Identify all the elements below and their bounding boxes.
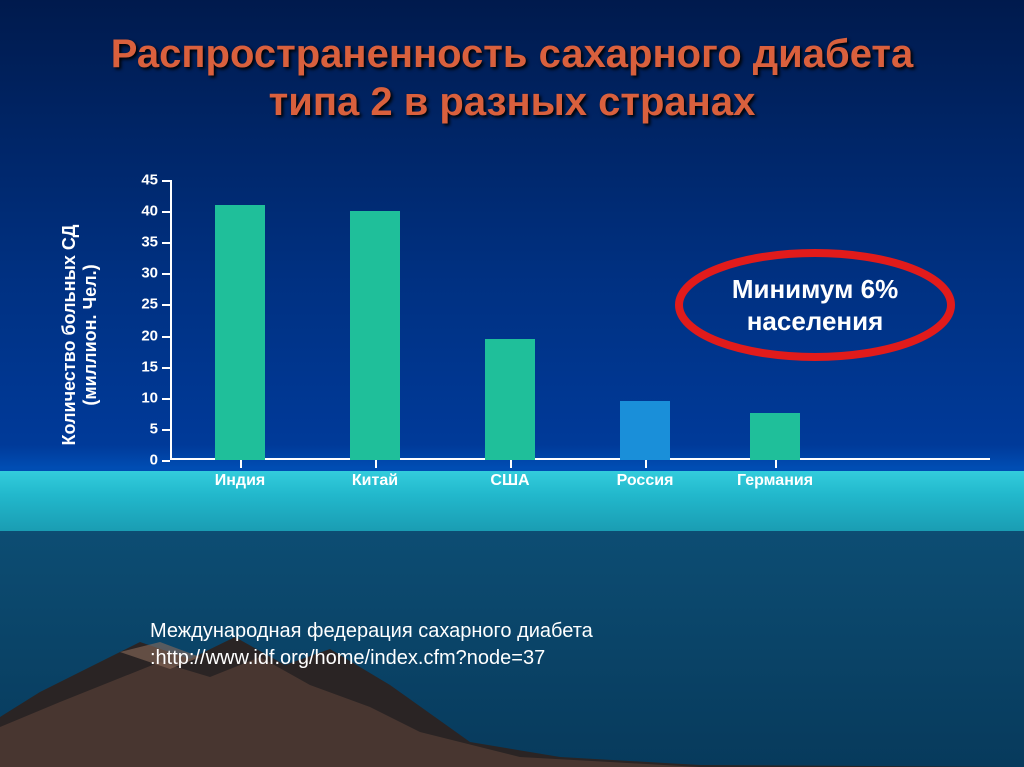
y-tick-label: 25 — [141, 296, 158, 313]
y-tick — [162, 180, 170, 182]
category-label: Германия — [737, 472, 813, 490]
bar — [750, 413, 800, 460]
category-label: Россия — [617, 472, 674, 490]
y-tick-label: 35 — [141, 234, 158, 251]
bar — [620, 401, 670, 460]
y-tick — [162, 211, 170, 213]
y-axis-label-line2: (миллион. Чел.) — [80, 175, 101, 495]
y-axis-label: Количество больных СД (миллион. Чел.) — [59, 175, 101, 495]
slide-root: Распространенность сахарного диабета тип… — [0, 0, 1024, 767]
callout-line1: Минимум 6% — [732, 274, 898, 304]
x-tick — [240, 460, 242, 468]
bar — [215, 205, 265, 460]
x-tick — [645, 460, 647, 468]
callout-text: Минимум 6% населения — [732, 273, 898, 338]
slide-title: Распространенность сахарного диабета тип… — [60, 30, 964, 126]
y-tick-label: 30 — [141, 265, 158, 282]
y-tick — [162, 367, 170, 369]
y-tick — [162, 336, 170, 338]
x-tick — [775, 460, 777, 468]
y-tick-label: 45 — [141, 172, 158, 189]
y-tick — [162, 242, 170, 244]
x-axis-line — [170, 458, 990, 460]
callout-oval: Минимум 6% населения — [670, 245, 960, 365]
x-tick — [510, 460, 512, 468]
y-tick-label: 5 — [150, 420, 158, 437]
source-line1: Международная федерация сахарного диабет… — [150, 620, 593, 642]
source-line2: :http://www.idf.org/home/index.cfm?node=… — [150, 647, 545, 669]
y-tick-label: 10 — [141, 389, 158, 406]
y-tick — [162, 273, 170, 275]
bar-chart: Количество больных СД (миллион. Чел.) 05… — [90, 170, 710, 500]
bar — [350, 211, 400, 460]
y-tick-label: 40 — [141, 203, 158, 220]
bar — [485, 339, 535, 460]
y-tick-label: 20 — [141, 327, 158, 344]
y-axis-line — [170, 180, 172, 460]
category-label: Китай — [352, 472, 398, 490]
y-tick — [162, 398, 170, 400]
callout-line2: населения — [747, 306, 884, 336]
y-tick — [162, 429, 170, 431]
y-axis-label-line1: Количество больных СД — [59, 225, 79, 446]
category-label: Индия — [215, 472, 266, 490]
x-tick — [375, 460, 377, 468]
source-citation: Международная федерация сахарного диабет… — [150, 618, 770, 672]
plot-area: 051015202530354045ИндияКитайСШАРоссияГер… — [170, 180, 710, 460]
y-tick-label: 0 — [150, 452, 158, 469]
y-tick — [162, 304, 170, 306]
y-tick — [162, 460, 170, 462]
y-tick-label: 15 — [141, 358, 158, 375]
category-label: США — [490, 472, 529, 490]
